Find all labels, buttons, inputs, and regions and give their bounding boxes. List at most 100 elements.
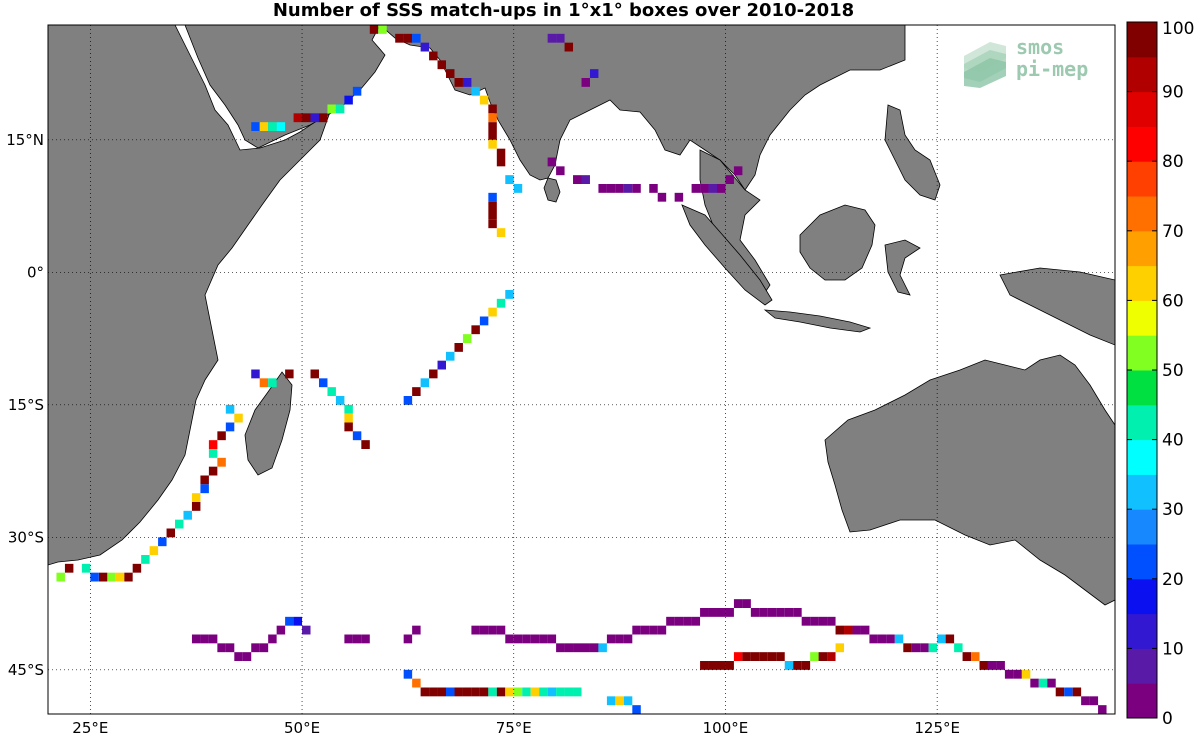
- match-up-cell: [403, 634, 413, 644]
- match-up-cell: [691, 184, 701, 193]
- match-up-cell: [293, 616, 303, 626]
- match-up-cell: [149, 546, 159, 555]
- match-up-cell: [242, 652, 252, 661]
- colorbar-tick-label: 0: [1162, 709, 1173, 729]
- match-up-cell: [496, 157, 506, 167]
- match-up-cell: [623, 634, 633, 644]
- match-up-cell: [945, 634, 955, 644]
- match-up-cell: [742, 652, 751, 661]
- match-up-cell: [352, 86, 362, 96]
- match-up-cell: [725, 608, 734, 617]
- match-up-cell: [632, 625, 641, 635]
- match-up-cell: [742, 599, 751, 608]
- madagascar-land: [244, 371, 293, 476]
- match-up-cell: [666, 616, 675, 626]
- match-up-cell: [268, 634, 277, 644]
- colorbar-tick-label: 90: [1162, 83, 1184, 103]
- match-up-cell: [285, 616, 294, 626]
- match-up-cell: [801, 661, 811, 670]
- match-up-cell: [200, 484, 209, 494]
- match-up-cell: [488, 139, 497, 149]
- match-up-cell: [1098, 705, 1107, 714]
- match-up-cell: [403, 396, 413, 405]
- match-up-cell: [801, 616, 811, 626]
- colorbar-segment: [1127, 474, 1157, 510]
- match-up-cell: [454, 687, 463, 697]
- match-up-cell: [674, 616, 684, 626]
- match-up-cell: [759, 652, 768, 661]
- logo-line-2: pi-mep: [1016, 57, 1089, 81]
- match-up-cell: [606, 696, 616, 706]
- south-asia-land: [379, 25, 906, 191]
- colorbar-segment: [1127, 56, 1157, 93]
- match-up-cell: [606, 634, 616, 644]
- match-up-cell: [310, 113, 319, 123]
- match-up-cell: [674, 192, 684, 202]
- match-up-cell: [344, 95, 353, 105]
- match-up-cell: [886, 634, 895, 644]
- match-up-cells: [56, 25, 1107, 714]
- match-up-cell: [225, 643, 235, 653]
- match-up-cell: [488, 192, 497, 202]
- match-up-cell: [488, 210, 497, 220]
- match-up-cell: [860, 625, 870, 635]
- match-up-cell: [547, 157, 557, 167]
- match-up-cell: [573, 643, 582, 653]
- match-up-cell: [971, 652, 980, 661]
- match-up-cell: [107, 572, 116, 582]
- match-up-cell: [369, 25, 379, 34]
- match-up-cell: [352, 634, 362, 644]
- match-up-cell: [488, 113, 497, 123]
- match-up-cell: [471, 687, 480, 697]
- match-up-cell: [496, 228, 506, 237]
- match-up-cell: [505, 634, 514, 644]
- match-up-cell: [700, 608, 709, 617]
- match-up-cell: [471, 86, 480, 96]
- match-up-cell: [403, 669, 413, 679]
- match-up-cell: [268, 122, 277, 131]
- colorbar-segment: [1127, 126, 1157, 162]
- colorbar-segment: [1127, 300, 1157, 336]
- match-up-cell: [767, 608, 777, 617]
- match-up-cell: [708, 184, 717, 193]
- lon-tick-label: 75°E: [496, 719, 532, 737]
- match-up-cell: [488, 131, 497, 140]
- match-up-cell: [539, 634, 548, 644]
- match-up-cell: [175, 519, 184, 529]
- match-up-cell: [327, 104, 336, 114]
- sumatra-land: [681, 204, 773, 306]
- match-up-cell: [471, 325, 480, 335]
- match-up-cell: [403, 33, 413, 43]
- match-up-cell: [479, 625, 489, 635]
- match-up-cell: [462, 334, 472, 343]
- match-up-cell: [505, 175, 514, 184]
- match-up-cell: [335, 396, 345, 405]
- match-up-cell: [412, 625, 421, 635]
- match-up-cell: [200, 634, 209, 644]
- match-up-cell: [632, 705, 641, 714]
- match-up-cell: [420, 42, 430, 52]
- match-up-cell: [488, 625, 497, 635]
- match-up-cell: [361, 440, 370, 449]
- match-up-cell: [344, 404, 353, 414]
- match-up-cell: [623, 696, 633, 706]
- match-up-cell: [657, 625, 667, 635]
- match-up-cell: [1030, 678, 1039, 688]
- match-up-cell: [556, 33, 565, 43]
- match-up-cell: [894, 634, 904, 644]
- match-up-cell: [124, 572, 133, 582]
- match-up-cell: [420, 687, 430, 697]
- new-guinea-land: [999, 267, 1115, 346]
- colorbar-segment: [1127, 161, 1157, 197]
- match-up-cell: [234, 413, 243, 423]
- match-up-cell: [750, 652, 760, 661]
- match-up-cell: [581, 643, 590, 653]
- match-up-cell: [657, 192, 667, 202]
- match-up-cell: [513, 184, 523, 193]
- colorbar-tick-label: 30: [1162, 500, 1184, 520]
- match-up-cell: [251, 122, 260, 131]
- latitude-ticks: 15°N 0° 15°S 30°S 45°S: [6, 131, 44, 679]
- colorbar-ticks: 0 10 20 30 40 50 60 70 80 90 100: [1127, 19, 1194, 729]
- match-up-cell: [81, 563, 91, 573]
